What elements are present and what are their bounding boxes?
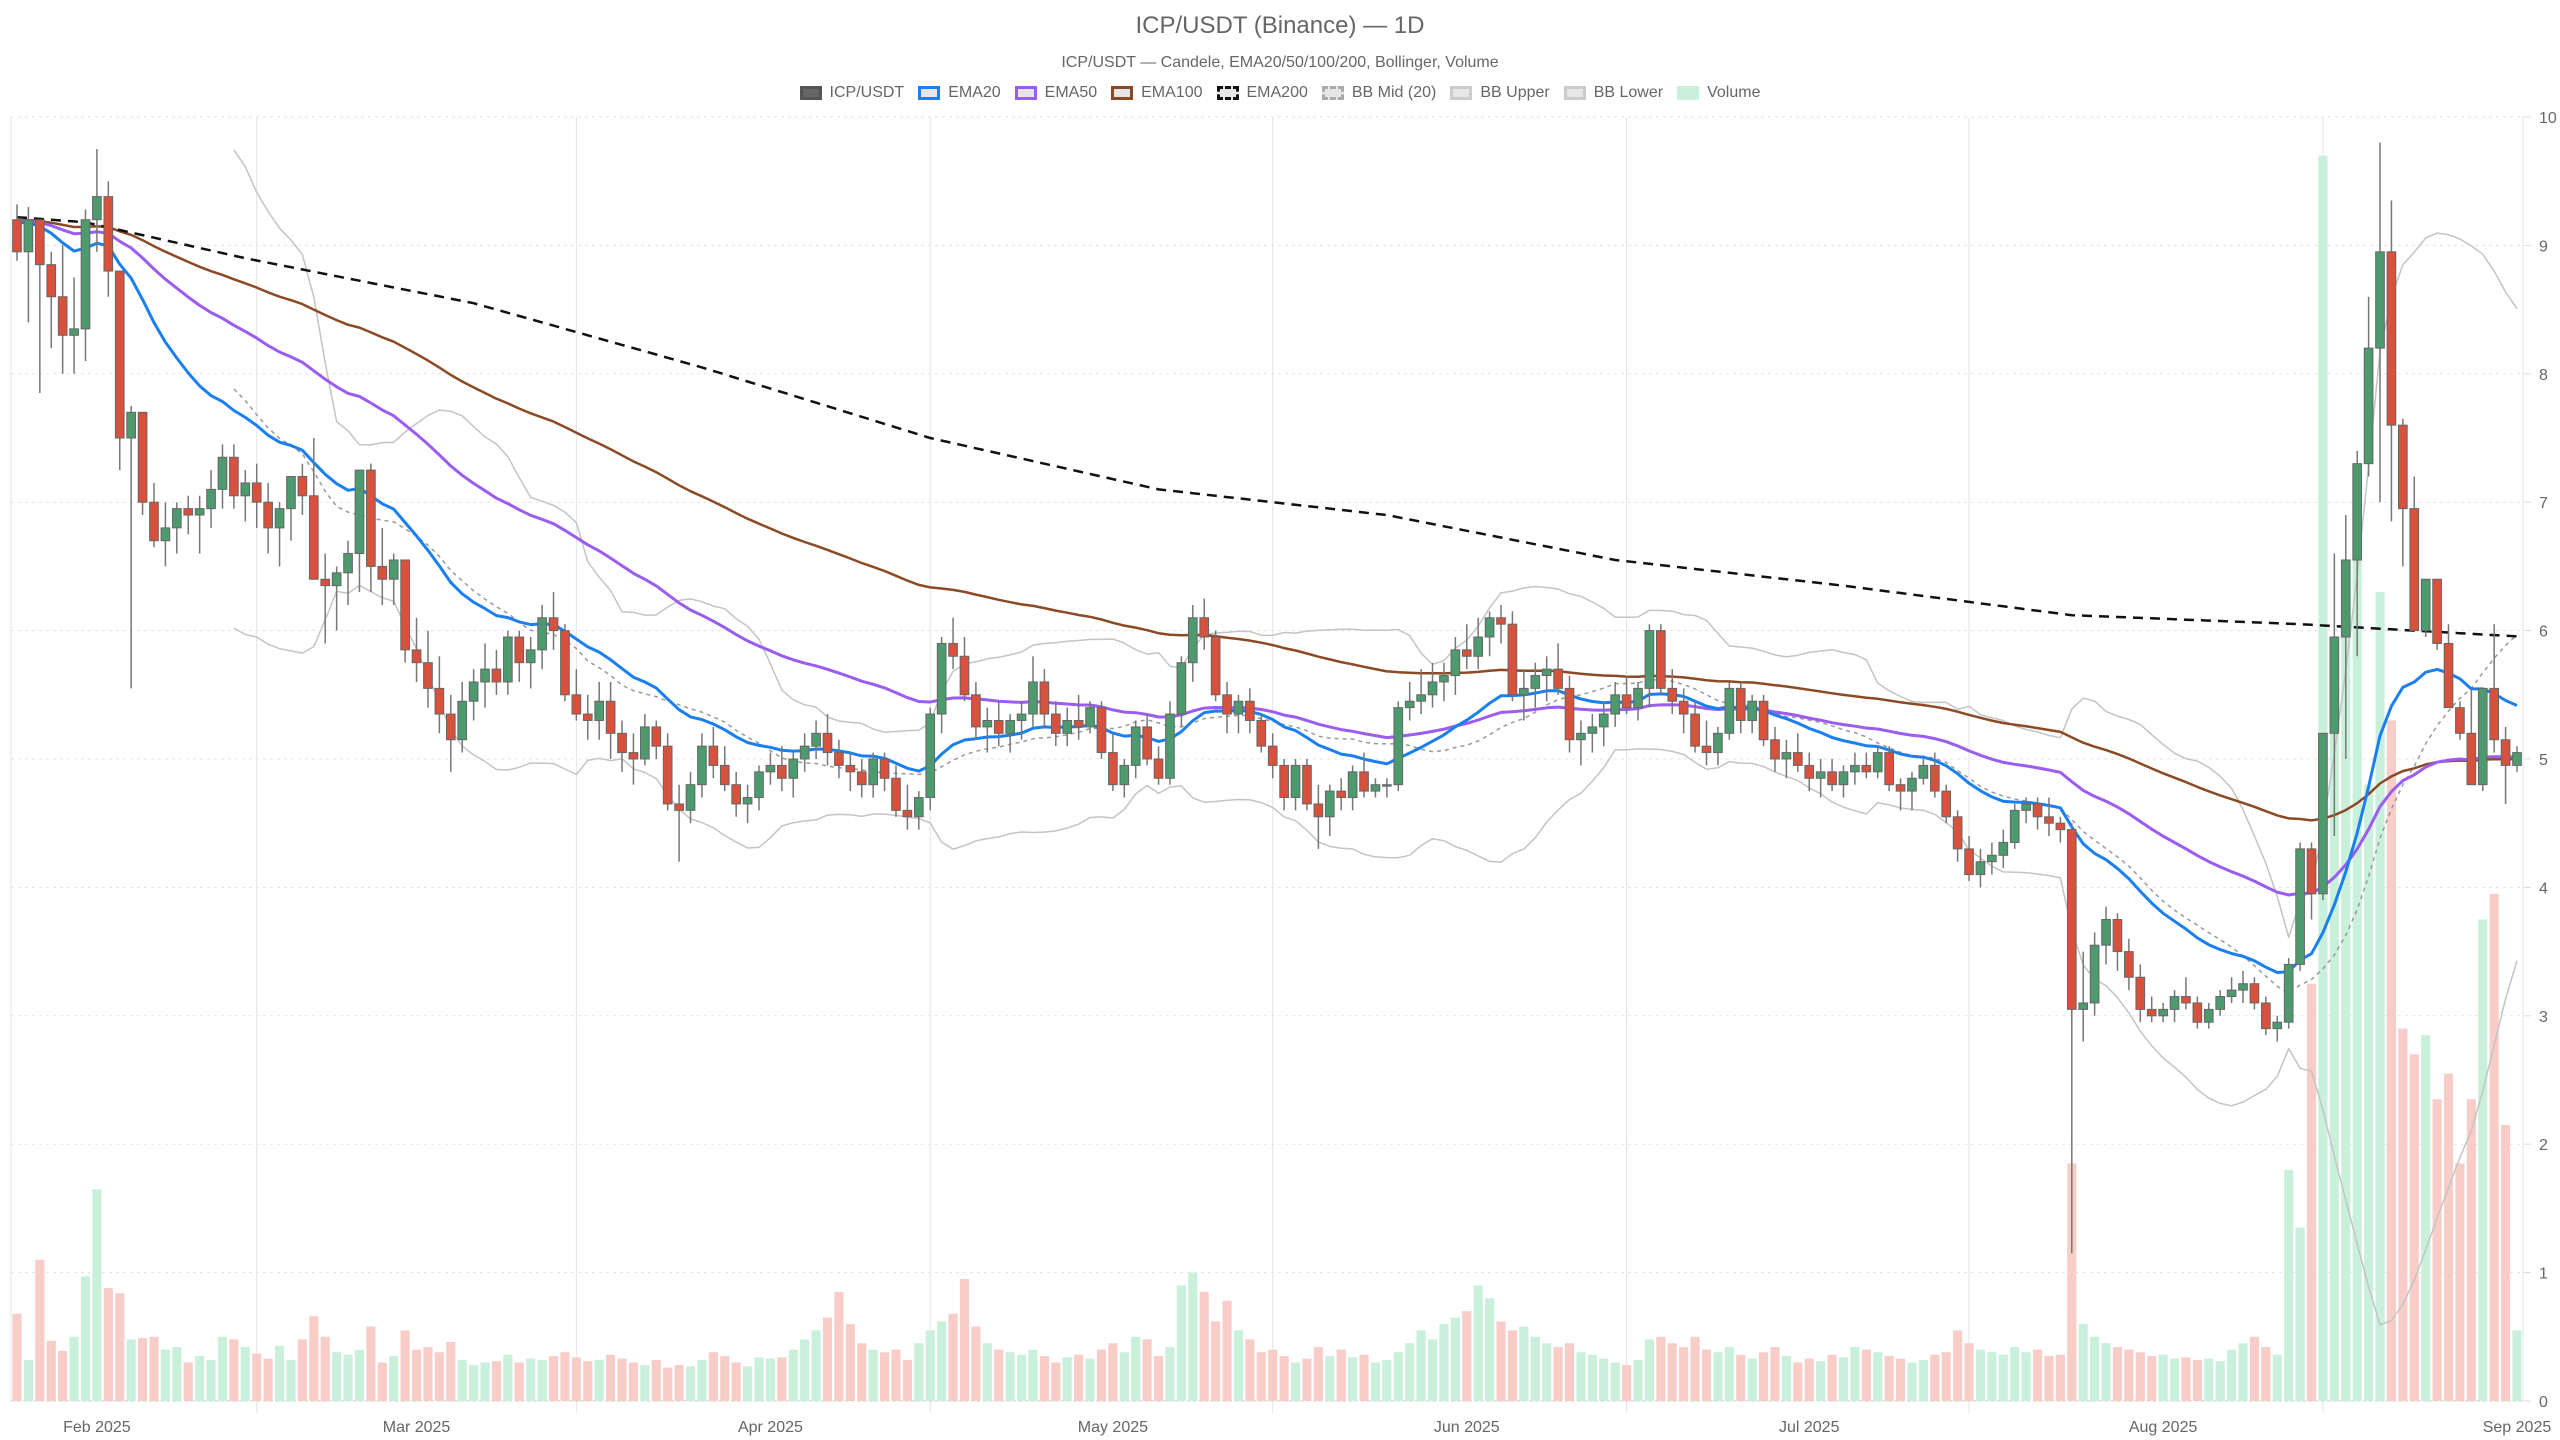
y-tick-label: 4 — [2539, 880, 2548, 897]
x-tick-label: Aug 2025 — [2129, 1419, 2198, 1436]
legend-label: EMA100 — [1141, 84, 1203, 101]
legend-swatch — [1450, 86, 1473, 100]
bb-lower-line — [233, 584, 2518, 1326]
x-tick-label: May 2025 — [1078, 1419, 1148, 1436]
y-tick-label: 3 — [2539, 1009, 2548, 1026]
legend-swatch — [1014, 86, 1037, 100]
ema100-line — [16, 219, 2518, 822]
grid — [10, 116, 2531, 1413]
legend-swatch — [1111, 86, 1134, 100]
y-tick-label: 0 — [2539, 1394, 2548, 1411]
legend-item-bb-mid-20[interactable]: BB Mid (20) — [1321, 84, 1437, 102]
legend-label: ICP/USDT — [829, 84, 905, 101]
chart-subtitle: ICP/USDT — Candele, EMA20/50/100/200, Bo… — [1061, 54, 1499, 71]
candles — [12, 142, 2522, 1254]
legend-swatch — [1216, 86, 1239, 100]
x-tick-label: Apr 2025 — [738, 1419, 803, 1436]
y-tick-label: 8 — [2539, 367, 2548, 384]
x-tick-label: Jul 2025 — [1779, 1419, 1840, 1436]
legend-item-bb-lower[interactable]: BB Lower — [1563, 84, 1664, 102]
volume-bars — [12, 155, 2522, 1401]
ema200-line — [16, 215, 2518, 638]
y-tick-label: 2 — [2539, 1137, 2548, 1154]
legend-swatch — [799, 86, 822, 100]
legend-item-ema200[interactable]: EMA200 — [1216, 84, 1308, 102]
bb-upper-line — [233, 149, 2518, 939]
x-tick-label: Jun 2025 — [1434, 1419, 1500, 1436]
bb-mid-line — [233, 388, 2518, 994]
legend-item-ema100[interactable]: EMA100 — [1111, 84, 1203, 102]
y-tick-label: 7 — [2539, 495, 2548, 512]
legend-swatch — [1563, 86, 1586, 100]
x-tick-label: Sep 2025 — [2483, 1419, 2552, 1436]
chart-legend: ICP/USDT EMA20 EMA50 EMA100 EMA200 BB Mid (20… — [0, 84, 2560, 102]
y-tick-label: 5 — [2539, 752, 2548, 769]
y-tick-label: 9 — [2539, 238, 2548, 255]
legend-swatch — [918, 86, 941, 100]
legend-label: EMA50 — [1044, 84, 1098, 101]
legend-swatch — [1677, 86, 1700, 100]
x-tick-label: Mar 2025 — [383, 1419, 451, 1436]
legend-swatch — [1321, 86, 1344, 100]
y-tick-label: 1 — [2539, 1266, 2548, 1283]
legend-label: BB Lower — [1593, 84, 1664, 101]
ema50-line — [16, 219, 2518, 897]
legend-item-ema50[interactable]: EMA50 — [1014, 84, 1098, 102]
legend-item-bb-upper[interactable]: BB Upper — [1450, 84, 1550, 102]
chart-title: ICP/USDT (Binance) — 1D — [1135, 12, 1425, 39]
legend-item-volume[interactable]: Volume — [1677, 84, 1760, 102]
ema20-line — [16, 221, 2518, 974]
y-tick-label: 10 — [2539, 110, 2557, 127]
legend-label: EMA200 — [1246, 84, 1308, 101]
legend-label: BB Mid (20) — [1351, 84, 1437, 101]
legend-label: BB Upper — [1480, 84, 1550, 101]
legend-label: Volume — [1707, 84, 1761, 101]
y-tick-label: 6 — [2539, 624, 2548, 641]
legend-item-ema20[interactable]: EMA20 — [918, 84, 1001, 102]
legend-label: EMA20 — [948, 84, 1001, 101]
legend-item-icp-usdt[interactable]: ICP/USDT — [799, 84, 905, 102]
x-tick-label: Feb 2025 — [63, 1419, 131, 1436]
